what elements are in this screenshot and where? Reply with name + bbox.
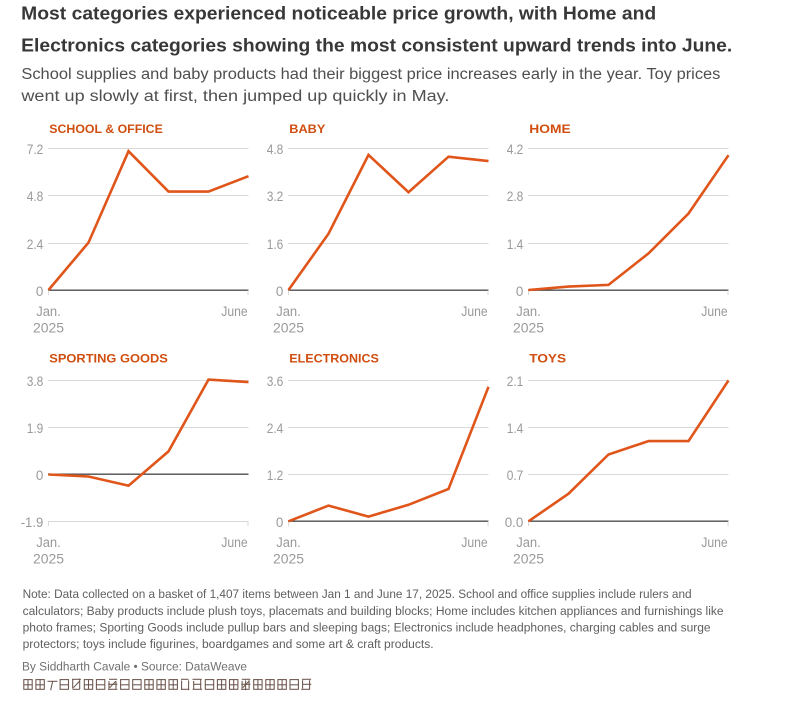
svg-text:1.4: 1.4	[507, 237, 524, 252]
svg-text:4.2: 4.2	[507, 142, 524, 157]
svg-text:June: June	[461, 535, 487, 551]
svg-text:0: 0	[276, 284, 283, 299]
svg-text:Jan.: Jan.	[276, 535, 301, 551]
svg-text:2025: 2025	[273, 320, 304, 336]
svg-text:0: 0	[36, 468, 43, 483]
svg-text:Jan.: Jan.	[36, 304, 61, 320]
svg-text:3.6: 3.6	[267, 374, 284, 389]
svg-text:2.8: 2.8	[507, 189, 524, 204]
svg-text:SCHOOL & OFFICE: SCHOOL & OFFICE	[49, 123, 163, 136]
svg-text:2025: 2025	[513, 320, 544, 336]
svg-text:2.1: 2.1	[507, 374, 524, 389]
svg-text:Jan.: Jan.	[516, 304, 541, 320]
svg-text:June: June	[221, 304, 247, 320]
svg-text:protectors; toys include figur: protectors; toys include figurines, boar…	[23, 637, 434, 651]
svg-text:0: 0	[516, 284, 523, 299]
svg-text:1.4: 1.4	[507, 421, 524, 436]
svg-text:0.0: 0.0	[505, 515, 524, 530]
svg-text:HOME: HOME	[529, 123, 571, 136]
svg-text:SPORTING GOODS: SPORTING GOODS	[49, 353, 168, 366]
svg-text:TOYS: TOYS	[529, 353, 566, 366]
svg-text:2025: 2025	[33, 551, 64, 567]
svg-text:7.2: 7.2	[27, 142, 44, 157]
svg-text:4.8: 4.8	[27, 189, 44, 204]
svg-text:-1.9: -1.9	[21, 515, 44, 530]
svg-text:3.8: 3.8	[27, 374, 44, 389]
svg-text:went up slowly at first, then: went up slowly at first, then jumped up …	[20, 88, 449, 105]
svg-text:By Siddharth Cavale • Source:: By Siddharth Cavale • Source: DataWeave	[22, 659, 247, 673]
svg-text:2025: 2025	[33, 320, 64, 336]
svg-text:Jan.: Jan.	[516, 535, 541, 551]
svg-text:June: June	[221, 535, 247, 551]
svg-text:ELECTRONICS: ELECTRONICS	[289, 353, 379, 366]
svg-text:calculators; Baby products inc: calculators; Baby products include plush…	[23, 604, 724, 618]
svg-text:2.4: 2.4	[27, 237, 44, 252]
svg-text:Jan.: Jan.	[276, 304, 301, 320]
svg-text:June: June	[701, 304, 727, 320]
svg-text:Jan.: Jan.	[36, 535, 61, 551]
svg-text:June: June	[461, 304, 487, 320]
svg-text:1.6: 1.6	[267, 237, 284, 252]
svg-text:2025: 2025	[273, 551, 304, 567]
svg-text:BABY: BABY	[289, 123, 325, 136]
svg-text:0: 0	[276, 515, 283, 530]
svg-text:4.8: 4.8	[267, 142, 284, 157]
svg-text:School supplies and baby produ: School supplies and baby products had th…	[21, 66, 720, 83]
svg-text:1.2: 1.2	[267, 468, 284, 483]
svg-text:2025: 2025	[513, 551, 544, 567]
svg-text:June: June	[701, 535, 727, 551]
svg-text:Most categories experienced no: Most categories experienced noticeable p…	[21, 3, 656, 24]
svg-text:3.2: 3.2	[267, 189, 284, 204]
svg-text:1.9: 1.9	[27, 421, 44, 436]
svg-text:Electronics categories showing: Electronics categories showing the most …	[21, 35, 732, 56]
svg-text:Note: Data collected on a bask: Note: Data collected on a basket of 1,40…	[23, 587, 692, 601]
svg-text:2.4: 2.4	[267, 421, 284, 436]
svg-text:photo frames; Sporting Goods i: photo frames; Sporting Goods include pul…	[23, 620, 711, 634]
svg-text:0.7: 0.7	[507, 468, 524, 483]
svg-text:0: 0	[36, 284, 43, 299]
